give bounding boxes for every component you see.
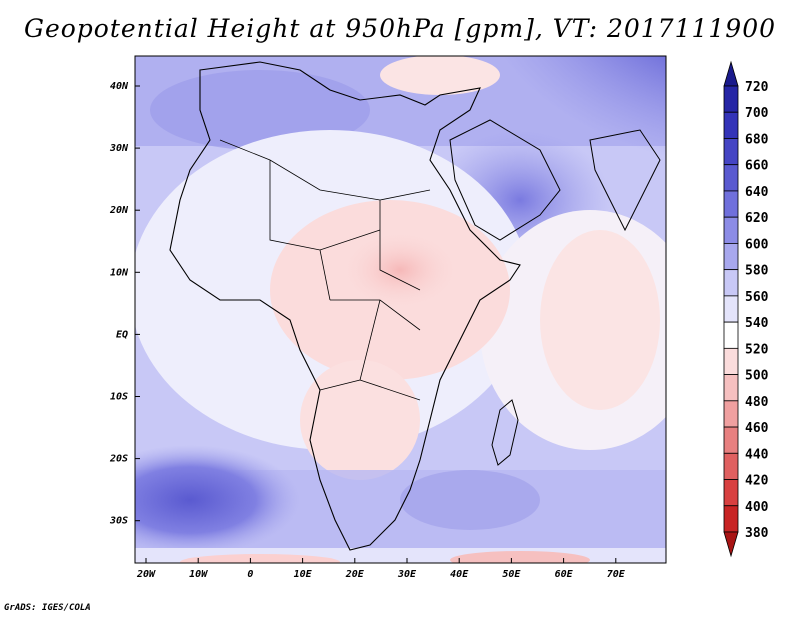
colorbar-segment [723, 321, 739, 349]
lon-tick-label: 50E [502, 569, 521, 580]
colorbar-level-label: 460 [745, 421, 769, 436]
colorbar-top-arrow [723, 60, 739, 87]
credit-text: GrADS: IGES/COLA [4, 603, 91, 613]
colorbar-segment [723, 138, 739, 166]
coastline [449, 119, 561, 241]
lat-tick-label: 40N [110, 81, 129, 92]
colorbar-level-label: 380 [745, 526, 769, 541]
colorbar-level-label: 580 [745, 264, 769, 279]
longitude-ticks: 20W 10W 0 10E 20E 30E 40E 50E 60E 70E [136, 558, 626, 580]
lat-tick-label: 30S [109, 516, 128, 527]
colorbar-level-label: 640 [745, 185, 769, 200]
lon-tick-label: 10E [294, 569, 313, 580]
colorbar-labels: 720 700 680 660 640 620 600 580 560 540 520 500 480 4… [745, 80, 769, 541]
colorbar-segment [723, 85, 739, 113]
lon-tick-label: 10W [189, 569, 208, 580]
colorbar-level-label: 500 [745, 369, 769, 384]
colorbar-level-label: 540 [745, 316, 769, 331]
colorbar-segment [723, 505, 739, 533]
borders [219, 139, 431, 401]
colorbar-level-label: 420 [745, 474, 769, 489]
colorbar-level-label: 700 [745, 106, 769, 121]
colorbar-segment [723, 452, 739, 480]
height-field [135, 56, 666, 563]
lat-tick-label: 10N [110, 267, 129, 278]
lat-tick-label: 30N [109, 143, 129, 154]
lon-tick-label: 20W [136, 569, 156, 580]
colorbar-bottom-arrow [723, 531, 739, 558]
colorbar-level-label: 620 [745, 211, 769, 226]
colorbar-level-label: 600 [745, 237, 769, 252]
colorbar-level-label: 520 [745, 342, 769, 357]
colorbar-level-label: 560 [745, 290, 769, 305]
colorbar-level-label: 400 [745, 500, 769, 515]
coastline [169, 61, 521, 551]
colorbar-level-label: 680 [745, 132, 769, 147]
colorbar-segment [723, 400, 739, 428]
plot-frame [134, 55, 667, 564]
colorbar-segment [723, 374, 739, 402]
lat-tick-label: 10S [110, 392, 128, 403]
colorbar-segment [723, 216, 739, 244]
lon-tick-label: 0 [247, 569, 253, 580]
colorbar-segment [723, 243, 739, 271]
colorbar-level-label: 660 [745, 159, 769, 174]
colorbar-segment [723, 295, 739, 323]
coastline [589, 129, 661, 232]
lon-tick-label: 20E [345, 569, 365, 580]
colorbar-segment [723, 426, 739, 454]
lat-tick-label: EQ [116, 329, 128, 340]
colorbar-segment [723, 479, 739, 507]
latitude-ticks: 40N 30N 20N 10N EQ 10S 20S 30S [109, 81, 140, 527]
colorbar-segment [723, 164, 739, 192]
colorbar-segment [723, 111, 739, 139]
lon-tick-label: 60E [555, 569, 574, 580]
lat-tick-label: 20N [109, 205, 129, 216]
colorbar-level-label: 480 [745, 395, 769, 410]
colorbar-segment [723, 347, 739, 375]
lon-tick-label: 70E [607, 569, 626, 580]
lon-tick-label: 40E [450, 569, 469, 580]
colorbar-segment [723, 269, 739, 297]
coastline [491, 399, 519, 466]
colorbar [723, 60, 739, 558]
colorbar-segment [723, 190, 739, 218]
lon-tick-label: 30E [397, 569, 417, 580]
chart-title: Geopotential Height at 950hPa [gpm], VT:… [23, 14, 777, 43]
colorbar-level-label: 720 [745, 80, 769, 95]
lat-tick-label: 20S [109, 454, 128, 465]
colorbar-level-label: 440 [745, 447, 769, 462]
